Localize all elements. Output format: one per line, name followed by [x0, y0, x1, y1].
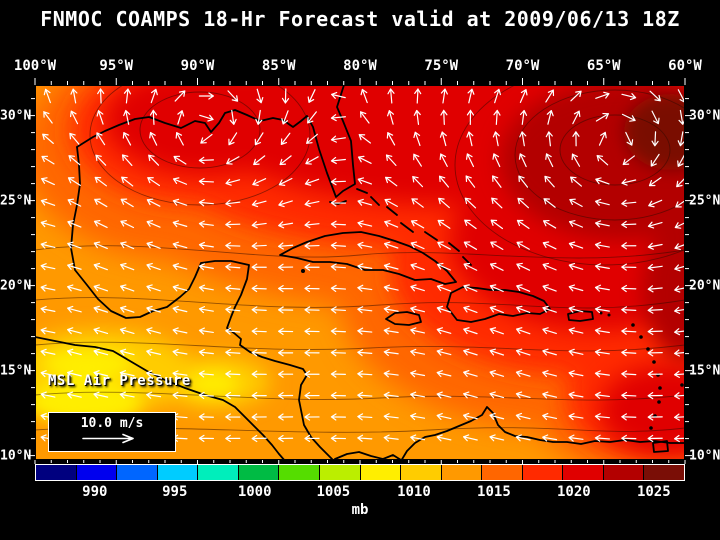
colorbar-cell — [157, 465, 199, 480]
coast-mexico-central-america — [70, 146, 335, 460]
coast-pacific — [35, 336, 286, 460]
colorbar-tick-label: 1025 — [636, 484, 671, 500]
lon-tick-label: 60°W — [668, 58, 702, 74]
lesser-antilles — [301, 269, 684, 430]
lat-tick-label: 10°N — [0, 448, 32, 464]
colorbar-scale: 990 995 1000 1005 1010 1015 1020 1025 — [35, 484, 685, 500]
colorbar-cell — [603, 465, 645, 480]
lat-tick-label: 15°N — [689, 363, 720, 379]
colorbar-cell — [482, 465, 523, 480]
colorbar-tick-label: 1005 — [316, 484, 351, 500]
colorbar — [35, 464, 685, 481]
lon-tick-label: 90°W — [180, 58, 215, 74]
bahamas-islands — [356, 188, 472, 266]
forecast-title: FNMOC COAMPS 18-Hr Forecast valid at 200… — [40, 7, 680, 31]
colorbar-cell — [401, 465, 442, 480]
lat-tick-label: 30°N — [689, 108, 720, 124]
latitude-axis-right: 30°N 25°N 20°N 15°N 10°N — [689, 0, 720, 540]
axis-tick-marks — [28, 78, 692, 464]
island-cuba — [279, 231, 457, 285]
colorbar-tick-label: 1020 — [556, 484, 591, 500]
colorbar-cells — [36, 465, 684, 480]
colorbar-cell — [36, 465, 77, 480]
lat-tick-label: 10°N — [689, 448, 720, 464]
colorbar-tick-label: 990 — [82, 484, 108, 500]
field-label: MSL Air Pressure — [48, 373, 191, 389]
colorbar-cell — [76, 465, 118, 480]
lat-tick-label: 25°N — [0, 193, 32, 209]
lat-tick-label: 25°N — [689, 193, 720, 209]
lon-tick-label: 75°W — [424, 58, 459, 74]
map-border — [35, 85, 685, 460]
isobar-contours — [35, 85, 685, 433]
island-jamaica — [385, 311, 422, 326]
lat-tick-label: 30°N — [0, 108, 32, 124]
island-hispaniola — [446, 286, 551, 323]
colorbar-cell — [319, 465, 361, 480]
coast-panama — [334, 451, 402, 460]
colorbar-tick-label: 1000 — [237, 484, 272, 500]
colorbar-cell — [238, 465, 280, 480]
colorbar-cell — [360, 465, 402, 480]
longitude-axis: 100°W 95°W 90°W 85°W 80°W 75°W 70°W 65°W 60°W — [0, 58, 720, 76]
island-trinidad — [652, 440, 669, 453]
colorbar-tick-label: 995 — [162, 484, 188, 500]
colorbar-cell — [279, 465, 320, 480]
wind-scale-legend: 10.0 m/s — [48, 412, 176, 452]
coastlines — [35, 85, 685, 460]
lon-tick-label: 100°W — [13, 58, 57, 74]
lat-tick-label: 20°N — [0, 278, 32, 294]
colorbar-unit: mb — [351, 502, 369, 518]
coast-us-gulf-atlantic — [76, 85, 356, 198]
lat-tick-label: 20°N — [689, 278, 720, 294]
lat-tick-label: 15°N — [0, 363, 32, 379]
latitude-axis-left: 30°N 25°N 20°N 15°N 10°N — [0, 0, 31, 540]
colorbar-tick-label: 1015 — [477, 484, 511, 500]
colorbar-tick-label: 1010 — [397, 484, 431, 500]
wind-vector-arrows — [40, 88, 685, 443]
wind-scale-label: 10.0 m/s — [80, 416, 144, 431]
lon-tick-label: 70°W — [505, 58, 540, 74]
colorbar-cell — [198, 465, 239, 480]
coast-south-america — [400, 406, 685, 460]
lon-tick-label: 65°W — [586, 58, 621, 74]
pressure-high-core-maroon — [624, 94, 685, 170]
lon-tick-label: 85°W — [261, 58, 296, 74]
lon-tick-label: 80°W — [343, 58, 377, 74]
colorbar-cell — [441, 465, 483, 480]
colorbar-cell — [644, 465, 684, 480]
wind-scale-arrow — [82, 433, 134, 444]
lon-tick-label: 95°W — [99, 58, 134, 74]
colorbar-cell — [522, 465, 564, 480]
colorbar-cell — [117, 465, 158, 480]
colorbar-cell — [563, 465, 604, 480]
